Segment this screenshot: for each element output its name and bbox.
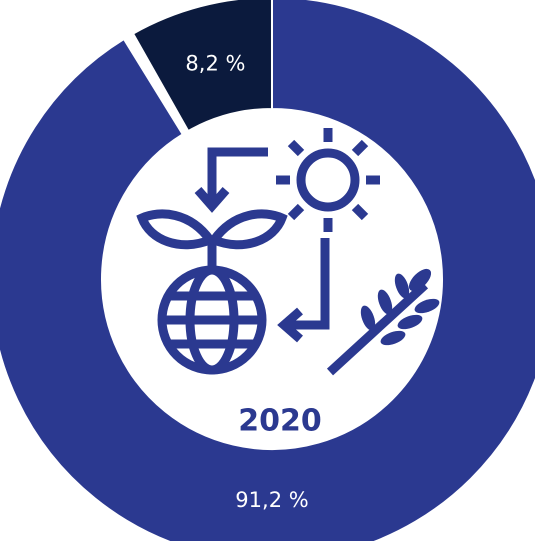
arrow xyxy=(285,238,330,330)
sun-rays xyxy=(276,128,380,232)
center-label: 2020 xyxy=(238,404,322,439)
slice-label: 8,2 % xyxy=(185,51,245,75)
leaf xyxy=(136,209,217,250)
wheat-grains xyxy=(360,268,440,346)
wheat-stem xyxy=(326,281,429,376)
center-icon xyxy=(136,128,440,376)
arrowhead xyxy=(277,307,303,343)
arrow xyxy=(207,147,268,202)
slice xyxy=(131,0,273,133)
leaf xyxy=(207,209,288,250)
slice-label: 91,2 % xyxy=(235,488,308,512)
arrowhead xyxy=(194,187,230,213)
sun xyxy=(296,148,360,212)
